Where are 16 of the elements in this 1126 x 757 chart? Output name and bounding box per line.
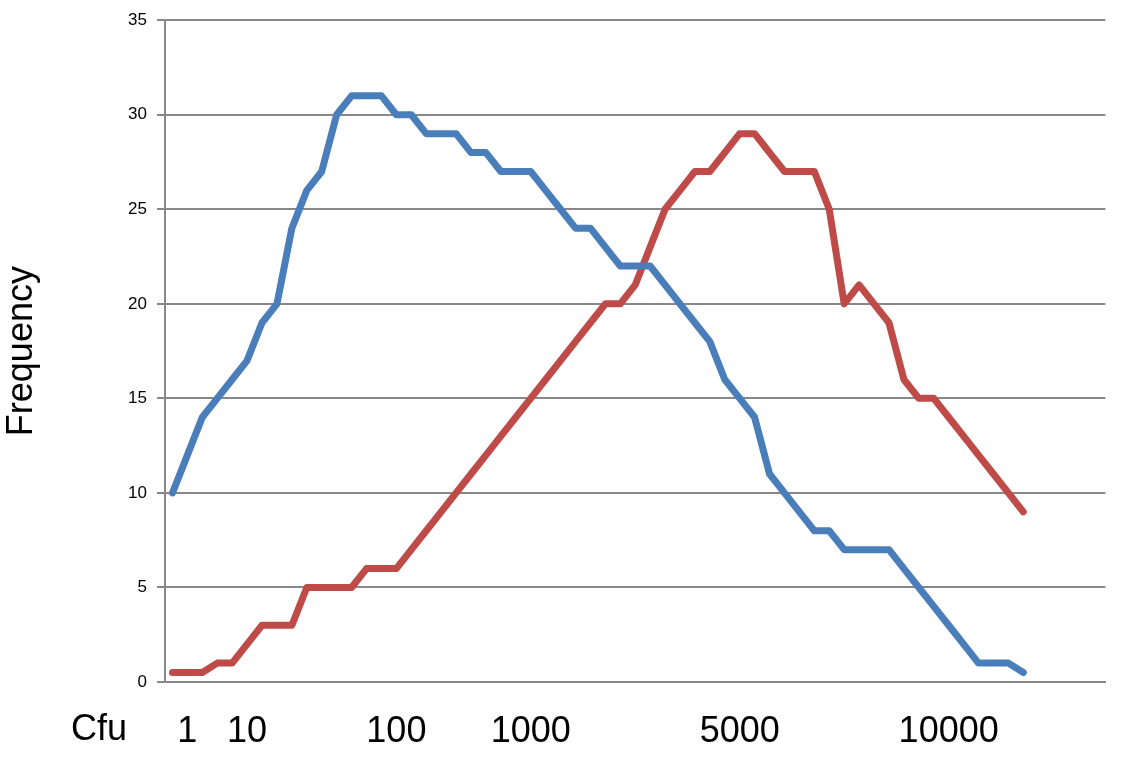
y-axis-title: Frequency [0, 266, 40, 437]
y-tick-label: 0 [137, 671, 147, 691]
y-tick-label: 5 [137, 577, 147, 597]
x-tick-label: 10000 [898, 708, 999, 750]
x-axis-title: Cfu [70, 706, 128, 748]
x-tick-label: 100 [366, 708, 427, 750]
x-tick-label: 1000 [490, 708, 571, 750]
y-tick-label: 10 [128, 482, 147, 502]
y-tick-label: 15 [128, 388, 147, 408]
y-tick-label: 30 [128, 104, 147, 124]
x-tick-label: 5000 [699, 708, 780, 750]
y-tick-label: 35 [128, 9, 147, 29]
x-tick-label: 10 [227, 708, 268, 750]
y-tick-label: 25 [128, 198, 147, 218]
y-tick-label: 20 [128, 293, 147, 313]
x-tick-label: 1 [177, 708, 198, 750]
